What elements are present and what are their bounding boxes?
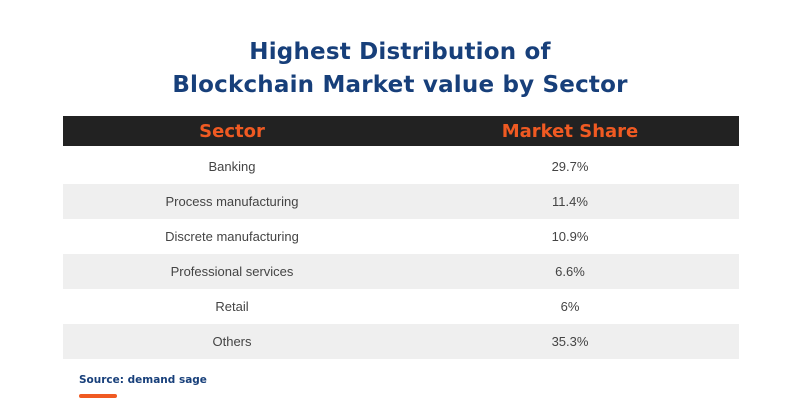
sector-cell: Professional services — [170, 264, 294, 279]
sector-cell: Retail — [215, 299, 249, 314]
header-market-share: Market Share — [501, 120, 639, 142]
sector-cell: Others — [212, 334, 252, 349]
share-cell: 10.9% — [551, 229, 589, 244]
table-row: Discrete manufacturing 10.9% — [63, 219, 739, 254]
table-header: Sector Market Share — [63, 116, 739, 146]
table-row: Others 35.3% — [63, 324, 739, 359]
title-line-1: Highest Distribution of — [249, 39, 551, 65]
table-row: Professional services 6.6% — [63, 254, 739, 289]
share-cell: 29.7% — [551, 159, 589, 174]
sector-cell: Banking — [208, 159, 256, 174]
table-row: Process manufacturing 11.4% — [63, 184, 739, 219]
share-cell: 6.6% — [555, 264, 585, 279]
sector-cell: Process manufacturing — [165, 194, 299, 209]
header-sector: Sector — [199, 120, 265, 142]
market-share-table: Sector Market Share Banking 29.7% Proces… — [63, 116, 739, 359]
share-cell: 35.3% — [551, 334, 589, 349]
sector-cell: Discrete manufacturing — [165, 229, 299, 244]
chart-title: Highest Distribution of Blockchain Marke… — [0, 36, 800, 102]
table-row: Retail 6% — [63, 289, 739, 324]
title-line-2: Blockchain Market value by Sector — [172, 72, 628, 98]
accent-underline — [79, 394, 117, 398]
table-row: Banking 29.7% — [63, 149, 739, 184]
share-cell: 11.4% — [552, 194, 588, 209]
share-cell: 6% — [560, 299, 580, 314]
source-note: Source: demand sage — [79, 374, 207, 386]
